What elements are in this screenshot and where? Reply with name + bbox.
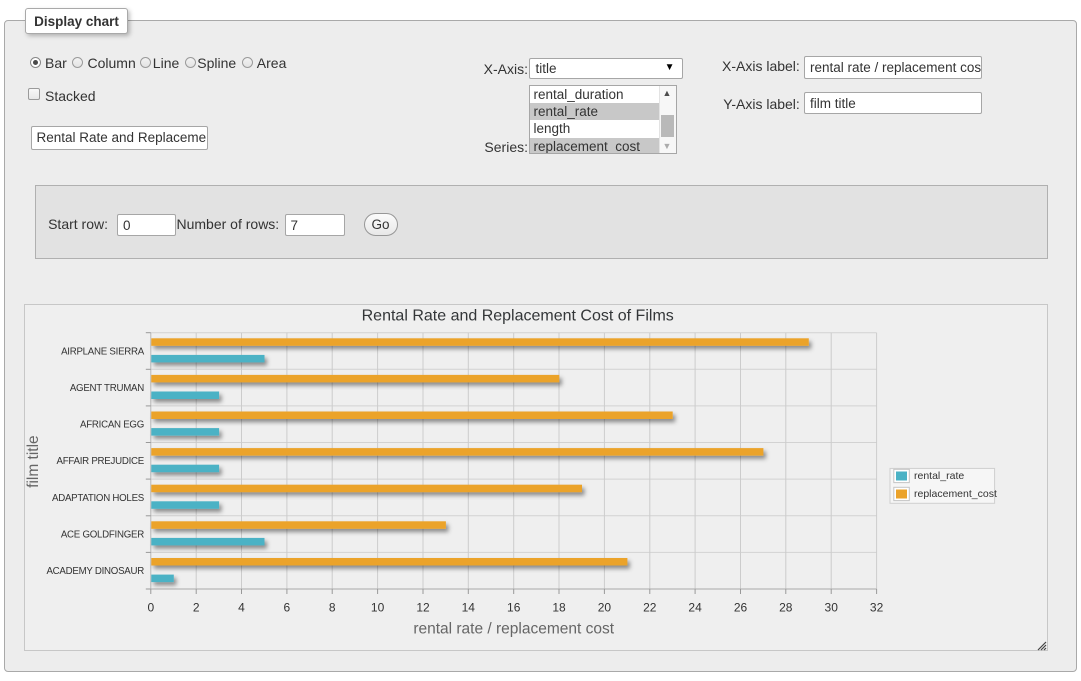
svg-text:30: 30 — [825, 601, 839, 615]
svg-text:22: 22 — [643, 601, 657, 615]
svg-text:AFRICAN EGG: AFRICAN EGG — [80, 420, 144, 431]
svg-text:rental_rate: rental_rate — [914, 470, 964, 482]
svg-text:Rental Rate and Replacement Co: Rental Rate and Replacement Cost of Film… — [362, 308, 674, 325]
svg-text:ACADEMY DINOSAUR: ACADEMY DINOSAUR — [46, 566, 144, 577]
svg-text:ACE GOLDFINGER: ACE GOLDFINGER — [61, 530, 144, 541]
svg-text:4: 4 — [238, 601, 245, 615]
svg-text:28: 28 — [779, 601, 793, 615]
svg-text:18: 18 — [552, 601, 566, 615]
svg-text:16: 16 — [507, 601, 521, 615]
svg-text:12: 12 — [416, 601, 430, 615]
svg-text:rental rate / replacement cost: rental rate / replacement cost — [413, 621, 614, 638]
svg-text:6: 6 — [284, 601, 291, 615]
svg-text:26: 26 — [734, 601, 748, 615]
svg-text:14: 14 — [462, 601, 476, 615]
svg-text:24: 24 — [688, 601, 702, 615]
svg-text:AGENT TRUMAN: AGENT TRUMAN — [70, 383, 144, 394]
svg-text:0: 0 — [147, 601, 154, 615]
svg-text:AFFAIR PREJUDICE: AFFAIR PREJUDICE — [56, 456, 144, 467]
svg-text:2: 2 — [193, 601, 200, 615]
svg-text:32: 32 — [870, 601, 884, 615]
svg-text:film title: film title — [25, 435, 42, 488]
svg-text:20: 20 — [598, 601, 612, 615]
svg-text:ADAPTATION HOLES: ADAPTATION HOLES — [52, 493, 145, 504]
svg-text:replacement_cost: replacement_cost — [914, 488, 997, 500]
svg-text:10: 10 — [371, 601, 385, 615]
svg-text:8: 8 — [329, 601, 336, 615]
svg-text:AIRPLANE SIERRA: AIRPLANE SIERRA — [61, 346, 145, 357]
